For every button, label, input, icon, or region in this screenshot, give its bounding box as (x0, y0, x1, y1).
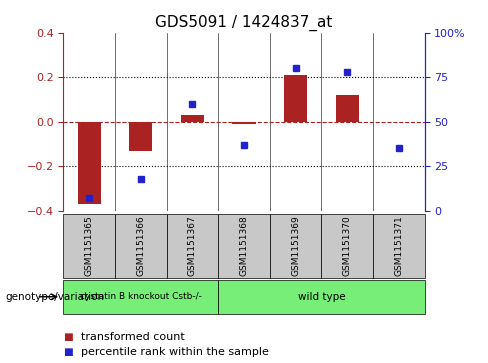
Bar (78, 122, 101, 204)
Bar (129, 122, 152, 151)
Text: ■: ■ (63, 347, 73, 357)
Text: cystatin B knockout Cstb-/-: cystatin B knockout Cstb-/- (80, 292, 202, 301)
Title: GDS5091 / 1424837_at: GDS5091 / 1424837_at (155, 15, 333, 31)
Bar (181, 115, 204, 122)
Text: wild type: wild type (298, 292, 345, 302)
Text: GSM1151366: GSM1151366 (136, 216, 145, 276)
Text: ■: ■ (63, 332, 73, 342)
Bar (284, 75, 307, 122)
Text: GSM1151371: GSM1151371 (394, 216, 403, 276)
Text: genotype/variation: genotype/variation (5, 292, 104, 302)
Text: GSM1151365: GSM1151365 (85, 216, 94, 276)
Text: GSM1151368: GSM1151368 (240, 216, 248, 276)
Text: GSM1151369: GSM1151369 (291, 216, 300, 276)
Text: GSM1151370: GSM1151370 (343, 216, 352, 276)
Text: GSM1151367: GSM1151367 (188, 216, 197, 276)
Bar (336, 95, 359, 122)
Text: percentile rank within the sample: percentile rank within the sample (81, 347, 268, 357)
Text: transformed count: transformed count (81, 332, 184, 342)
Bar (232, 122, 256, 124)
